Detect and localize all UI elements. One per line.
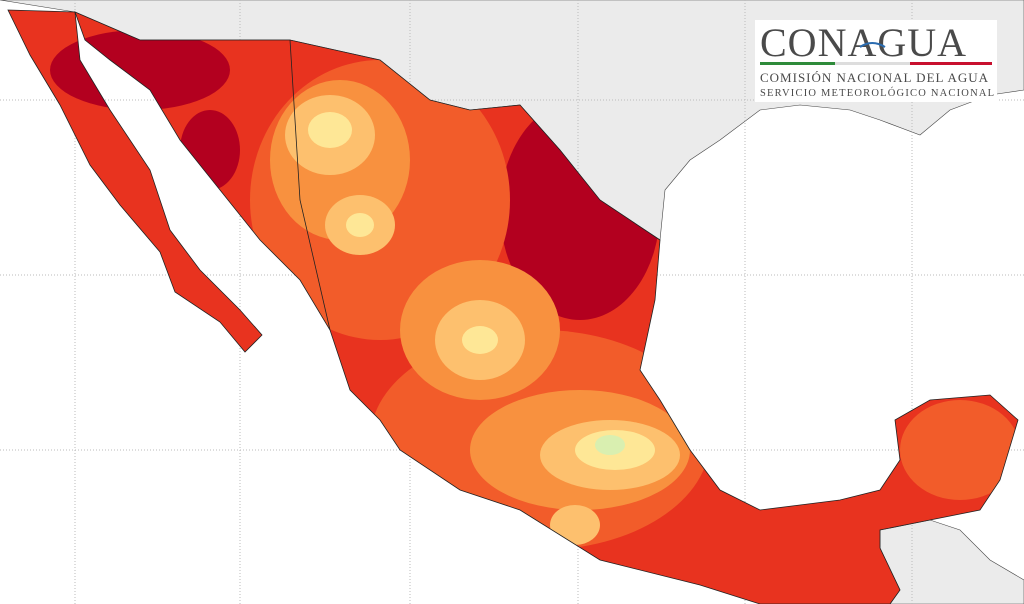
heat-zone [462,326,498,354]
coastline [7,9,1019,604]
heat-zone [595,435,625,455]
logo-background [755,20,997,102]
logo-stripe [835,62,910,65]
logo: CONAGUA COMISIÓN NACIONAL DEL AGUA SERVI… [755,20,997,102]
logo-stripe [760,62,835,65]
logo-subtitle: SERVICIO METEOROLÓGICO NACIONAL [760,87,995,99]
heat-zone [900,400,1018,500]
logo-title: CONAGUA [760,20,967,65]
logo-stripe [910,62,992,65]
heat-zone [346,213,374,237]
heat-zone [308,112,352,148]
heat-zone [550,505,600,545]
logo-subtitle: COMISIÓN NACIONAL DEL AGUA [760,70,989,85]
logo-wave [859,42,886,48]
